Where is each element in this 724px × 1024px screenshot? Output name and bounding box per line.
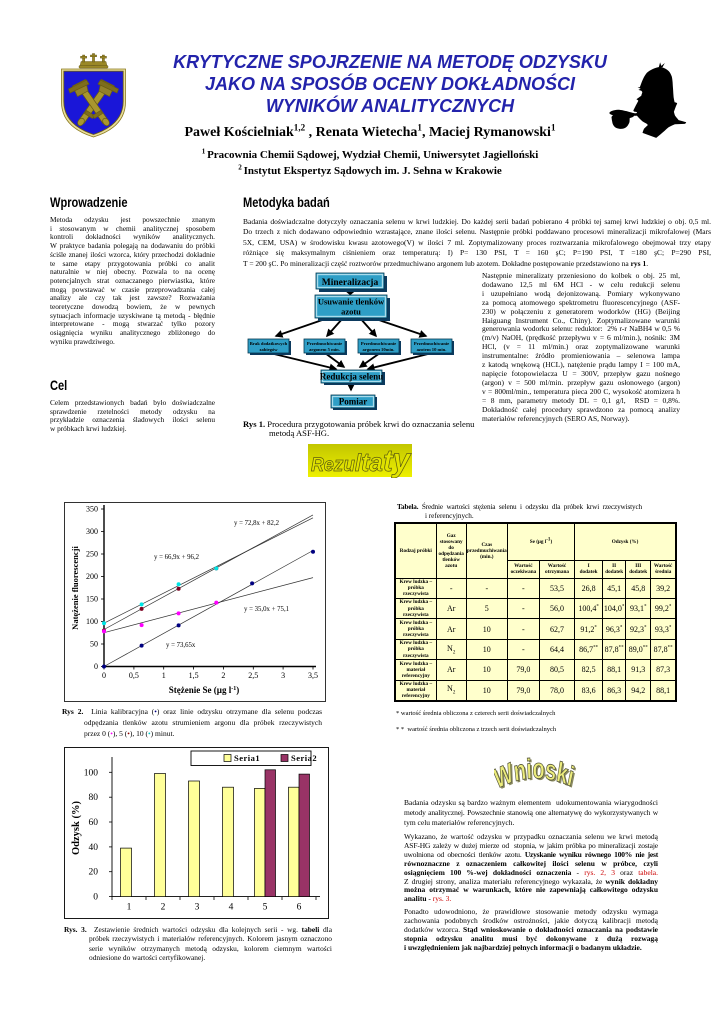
svg-text:2: 2 <box>221 671 225 680</box>
svg-text:argonem 5 min.: argonem 5 min. <box>309 347 340 352</box>
svg-text:0,5: 0,5 <box>129 671 139 680</box>
svg-text:Natężenie fluorescencji: Natężenie fluorescencji <box>70 546 80 630</box>
svg-text:Mineralizacja: Mineralizacja <box>322 278 379 288</box>
svg-text:40: 40 <box>89 843 99 853</box>
svg-text:argonem 10min.: argonem 10min. <box>363 347 395 352</box>
svg-text:100: 100 <box>86 617 98 626</box>
svg-text:Brak dodatkowych: Brak dodatkowych <box>250 341 288 346</box>
svg-text:3: 3 <box>281 671 285 680</box>
svg-text:6: 6 <box>297 903 302 913</box>
svg-text:5: 5 <box>263 903 268 913</box>
svg-text:Seria2: Seria2 <box>291 753 317 763</box>
svg-text:4: 4 <box>229 903 234 913</box>
svg-text:Przedmuchiwanie: Przedmuchiwanie <box>361 341 396 346</box>
svg-text:y = 66,9x + 96,2: y = 66,9x + 96,2 <box>154 554 200 561</box>
svg-text:Stężenie Se (µg l-1): Stężenie Se (µg l-1) <box>169 685 239 695</box>
svg-text:y = 72,8x + 82,2: y = 72,8x + 82,2 <box>234 520 280 527</box>
svg-text:y = 73,65x: y = 73,65x <box>166 642 196 649</box>
svg-text:Wnioski: Wnioski <box>494 754 577 796</box>
svg-text:250: 250 <box>86 550 98 559</box>
svg-text:Rezultaty: Rezultaty <box>311 444 412 478</box>
svg-text:zabiegów: zabiegów <box>259 347 278 352</box>
svg-text:azotem 10 min.: azotem 10 min. <box>417 347 447 352</box>
svg-text:80: 80 <box>89 793 99 803</box>
svg-text:0: 0 <box>93 893 98 903</box>
svg-text:60: 60 <box>89 818 99 828</box>
svg-text:y = 35,0x + 75,1: y = 35,0x + 75,1 <box>244 606 289 613</box>
svg-text:1,5: 1,5 <box>189 671 199 680</box>
svg-text:150: 150 <box>86 595 98 604</box>
svg-text:100: 100 <box>84 768 99 778</box>
svg-text:0: 0 <box>102 671 106 680</box>
svg-text:350: 350 <box>86 505 98 514</box>
svg-text:Redukcja selenu: Redukcja selenu <box>320 372 383 382</box>
svg-text:Pomiar: Pomiar <box>339 397 368 407</box>
svg-text:2: 2 <box>161 903 166 913</box>
svg-text:Usuwanie tlenków: Usuwanie tlenków <box>318 297 385 307</box>
svg-text:20: 20 <box>89 868 99 878</box>
svg-text:1: 1 <box>162 671 166 680</box>
svg-text:1: 1 <box>127 903 132 913</box>
svg-text:Przedmuchiwanie: Przedmuchiwanie <box>414 341 449 346</box>
svg-text:3: 3 <box>195 903 200 913</box>
svg-text:azotu: azotu <box>341 307 361 317</box>
svg-text:200: 200 <box>86 572 98 581</box>
svg-text:300: 300 <box>86 527 98 536</box>
svg-text:Seria1: Seria1 <box>234 753 260 763</box>
svg-text:50: 50 <box>90 640 98 649</box>
svg-text:2,5: 2,5 <box>248 671 258 680</box>
svg-text:Przedmuchiwanie: Przedmuchiwanie <box>307 341 342 346</box>
svg-text:3,5: 3,5 <box>308 671 318 680</box>
svg-text:Odzysk (%): Odzysk (%) <box>71 801 82 855</box>
svg-text:0: 0 <box>94 662 98 671</box>
